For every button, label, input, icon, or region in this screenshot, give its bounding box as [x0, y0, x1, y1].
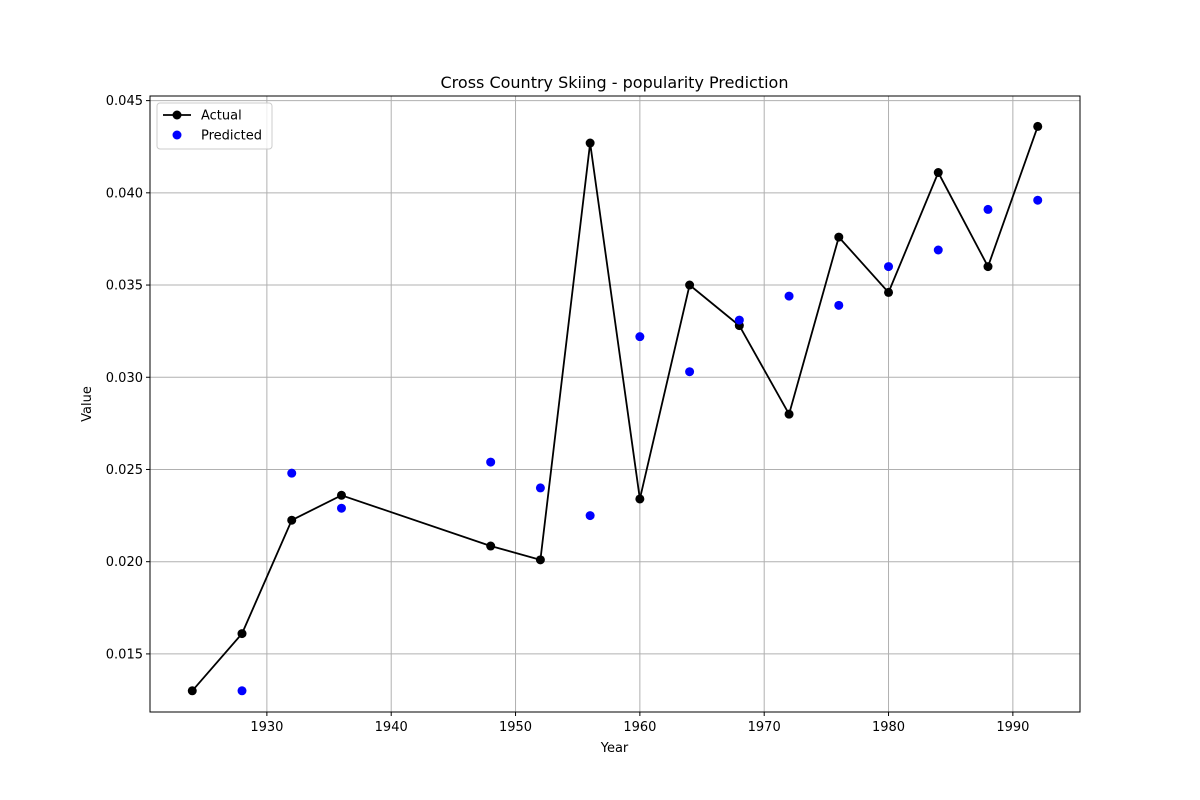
- x-tick-label: 1940: [375, 720, 408, 735]
- actual-data-point: [1033, 121, 1043, 131]
- actual-data-point: [336, 490, 346, 500]
- legend-marker-swatch: [172, 110, 182, 120]
- y-tick-label: 0.045: [106, 94, 143, 109]
- y-tick-label: 0.020: [106, 555, 143, 570]
- legend: Actual Predicted: [156, 102, 273, 150]
- predicted-data-point: [287, 468, 297, 478]
- data-series: [187, 121, 1043, 696]
- predicted-data-point: [784, 291, 794, 301]
- x-tick-label: 1960: [623, 720, 656, 735]
- predicted-data-point: [933, 245, 943, 255]
- actual-data-point: [635, 494, 645, 504]
- predicted-data-point: [734, 315, 744, 325]
- y-axis-label: Value: [80, 386, 95, 422]
- actual-data-point: [933, 168, 943, 178]
- legend-label: Actual: [201, 109, 242, 124]
- y-tick-label: 0.040: [106, 186, 143, 201]
- actual-data-point: [585, 138, 595, 148]
- predicted-data-point: [685, 367, 695, 377]
- x-tick-label: 1950: [499, 720, 532, 735]
- predicted-data-point: [585, 511, 595, 521]
- x-tick-label: 1930: [250, 720, 283, 735]
- actual-series-line: [191, 126, 1039, 692]
- x-axis-label: Year: [600, 741, 629, 756]
- y-tick-label: 0.015: [106, 647, 143, 662]
- actual-data-point: [983, 262, 993, 272]
- actual-data-point: [187, 686, 197, 696]
- y-tick-label: 0.025: [106, 463, 143, 478]
- legend-label: Predicted: [201, 129, 262, 144]
- axis-ticks: 1930 1940 1950 1960 1970 1980 1990 0.015 0.020 0.…: [106, 94, 1030, 735]
- actual-data-point: [884, 287, 894, 297]
- actual-data-point: [834, 232, 844, 242]
- predicted-data-point: [237, 686, 247, 696]
- predicted-data-point: [884, 262, 894, 272]
- chart-title: Cross Country Skiing - popularity Predic…: [441, 73, 789, 92]
- predicted-data-point: [983, 204, 993, 214]
- x-tick-label: 1980: [872, 720, 905, 735]
- actual-data-point: [486, 541, 496, 551]
- predicted-data-point: [336, 503, 346, 513]
- actual-data-point: [784, 409, 794, 419]
- legend-marker-swatch: [172, 130, 182, 140]
- actual-data-point: [237, 629, 247, 639]
- actual-data-point: [287, 515, 297, 525]
- x-tick-label: 1990: [996, 720, 1029, 735]
- predicted-data-point: [486, 457, 496, 467]
- y-tick-label: 0.035: [106, 279, 143, 294]
- predicted-data-point: [535, 483, 545, 493]
- predicted-data-point: [1033, 195, 1043, 205]
- y-tick-label: 0.030: [106, 371, 143, 386]
- actual-data-point: [535, 555, 545, 565]
- predicted-data-point: [834, 300, 844, 310]
- actual-data-point: [685, 280, 695, 290]
- x-tick-label: 1970: [748, 720, 781, 735]
- predicted-data-point: [635, 332, 645, 342]
- plot-area-frame: [149, 95, 1081, 713]
- grid: [150, 96, 1080, 712]
